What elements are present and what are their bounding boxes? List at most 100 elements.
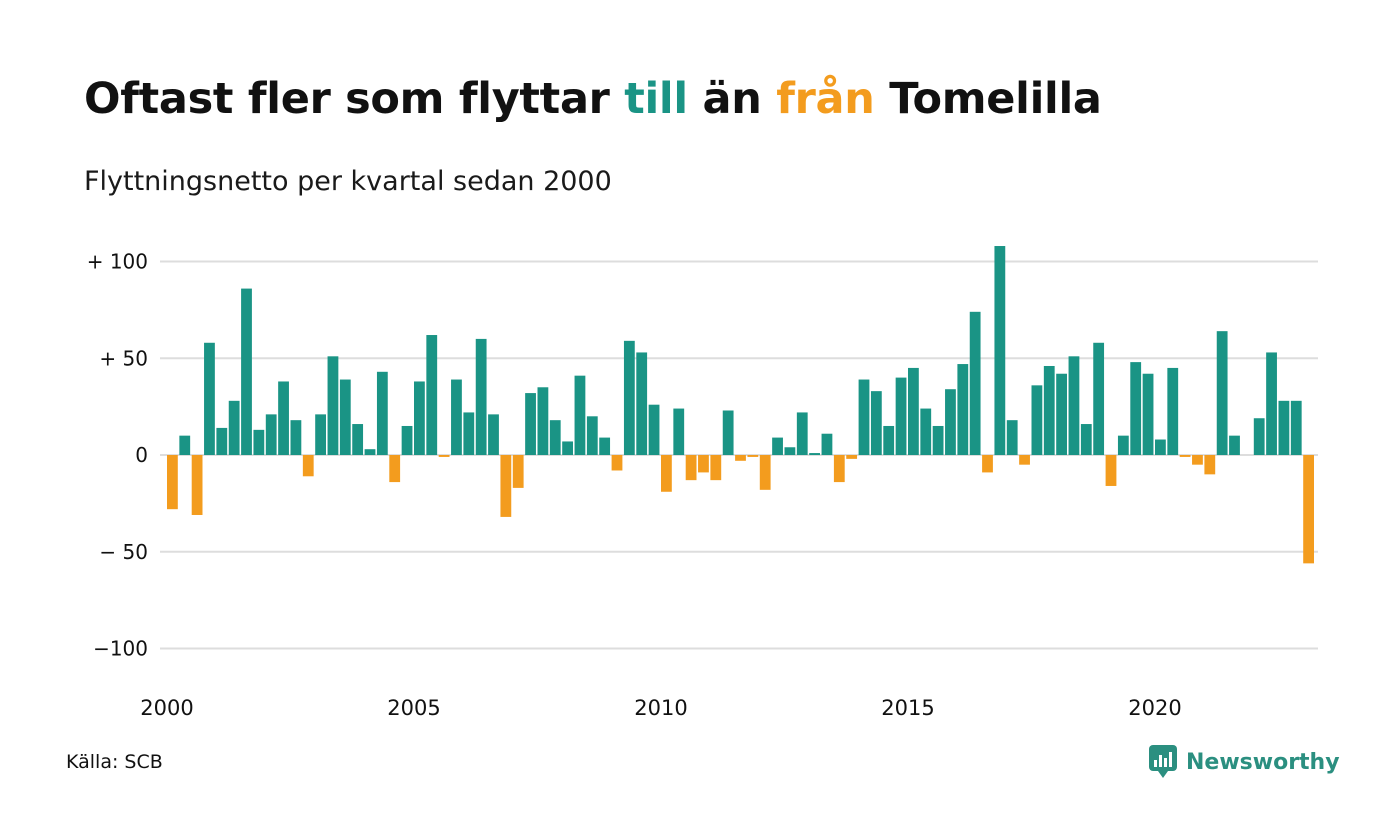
bar xyxy=(426,335,438,455)
bar xyxy=(932,425,944,455)
bar xyxy=(216,427,228,455)
bar xyxy=(1043,365,1055,455)
bar xyxy=(784,447,796,455)
chart-title: Oftast fler som flyttar till än från Tom… xyxy=(84,74,1102,124)
bar xyxy=(204,342,215,455)
bar xyxy=(636,352,648,455)
bar xyxy=(1130,362,1142,455)
bar xyxy=(1031,385,1043,455)
bar xyxy=(611,455,623,471)
bar xyxy=(648,404,660,455)
bar xyxy=(1006,420,1018,455)
bar xyxy=(796,412,808,455)
bar xyxy=(537,387,549,455)
bar xyxy=(549,420,561,455)
bar xyxy=(179,435,191,455)
bar xyxy=(488,414,499,455)
title-part-till: till xyxy=(624,74,688,124)
bar xyxy=(772,437,783,455)
bar xyxy=(945,389,956,455)
title-part-fran: från xyxy=(776,74,875,124)
x-tick-label: 2005 xyxy=(387,696,440,720)
bar xyxy=(1290,400,1302,455)
bar xyxy=(339,379,351,455)
bar xyxy=(969,311,981,455)
bar xyxy=(1117,435,1129,455)
bar xyxy=(1155,439,1166,455)
brand-name: Newsworthy xyxy=(1186,749,1340,775)
bar xyxy=(883,425,895,455)
bar xyxy=(574,375,586,455)
y-tick-label: − 50 xyxy=(99,540,148,564)
bar xyxy=(809,453,820,455)
bar xyxy=(908,367,919,455)
x-tick-label: 2020 xyxy=(1128,696,1181,720)
y-tick-label: 0 xyxy=(135,443,148,467)
bar xyxy=(241,288,252,455)
bar xyxy=(302,455,314,477)
bar xyxy=(562,441,573,455)
bar xyxy=(673,408,685,455)
bar xyxy=(1229,435,1240,455)
x-tick-label: 2000 xyxy=(140,696,193,720)
bar xyxy=(858,379,870,455)
bar xyxy=(870,391,882,455)
bar xyxy=(846,455,858,459)
brand-logo[interactable]: Newsworthy xyxy=(1148,744,1340,780)
bar xyxy=(253,429,265,455)
bar xyxy=(1080,424,1092,455)
bar xyxy=(920,408,932,455)
newsworthy-logo-icon xyxy=(1149,745,1177,778)
bar xyxy=(451,379,462,455)
bar xyxy=(389,455,401,483)
bar xyxy=(722,410,734,455)
title-part: Oftast fler som flyttar xyxy=(84,74,625,124)
source-note: Källa: SCB xyxy=(66,751,163,773)
bar xyxy=(1266,352,1277,455)
bar xyxy=(475,338,487,455)
bar xyxy=(1167,367,1179,455)
bar xyxy=(228,400,240,455)
bar xyxy=(895,377,907,455)
x-tick-label: 2010 xyxy=(634,696,687,720)
bar xyxy=(327,356,339,455)
title-part: än xyxy=(687,74,777,124)
bar xyxy=(661,455,672,492)
bar xyxy=(685,455,697,481)
bar xyxy=(1303,455,1314,564)
bar xyxy=(512,455,524,488)
x-tick-label: 2015 xyxy=(881,696,934,720)
bar xyxy=(1216,331,1228,455)
bar xyxy=(623,340,635,455)
bar xyxy=(1142,373,1154,455)
bar xyxy=(1093,342,1105,455)
bar xyxy=(833,455,845,483)
bar xyxy=(525,393,536,455)
bar xyxy=(735,455,746,461)
bar xyxy=(698,455,709,473)
bar xyxy=(982,455,993,473)
bar xyxy=(352,424,364,455)
bar xyxy=(599,437,611,455)
bar xyxy=(364,449,376,455)
y-tick-label: −100 xyxy=(93,637,148,661)
bar xyxy=(1192,455,1203,465)
bar xyxy=(1278,400,1290,455)
title-part: Tomelilla xyxy=(874,74,1102,124)
chart-subtitle: Flyttningsnetto per kvartal sedan 2000 xyxy=(84,166,612,197)
bar xyxy=(821,433,833,455)
bar xyxy=(710,455,722,481)
y-tick-label: + 50 xyxy=(99,346,148,370)
bar xyxy=(265,414,277,455)
bar xyxy=(167,455,178,510)
bar xyxy=(463,412,475,455)
bar xyxy=(500,455,512,517)
bar xyxy=(1204,455,1216,475)
bar xyxy=(376,371,388,455)
bar xyxy=(1105,455,1117,486)
bar xyxy=(290,420,302,455)
bar xyxy=(1253,418,1265,455)
bar xyxy=(759,455,771,490)
